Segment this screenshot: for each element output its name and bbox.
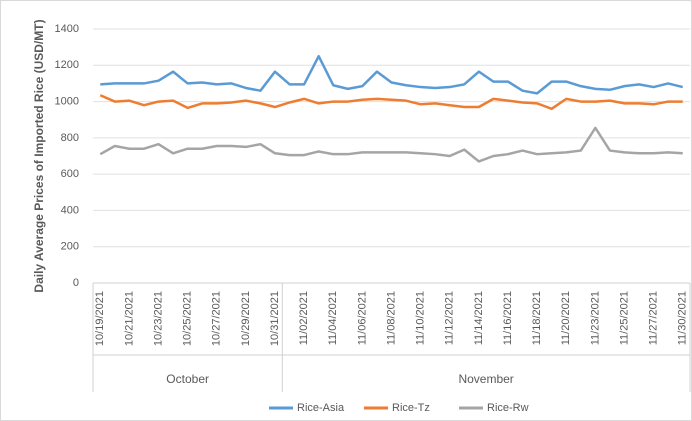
- series-line: [99, 94, 683, 111]
- x-tick-label: 11/23/2021: [589, 291, 601, 345]
- x-tick-label: 11/10/2021: [415, 291, 427, 345]
- x-tick-label: 10/23/2021: [152, 291, 164, 346]
- y-tick-label: 1400: [55, 23, 79, 35]
- y-tick-label: 1200: [55, 59, 79, 71]
- x-tick-label: 11/02/2021: [298, 291, 310, 345]
- y-axis-label: Daily Average Prices of Imported Rice (U…: [32, 19, 46, 292]
- x-tick-label: 11/30/2021: [677, 291, 689, 345]
- y-tick-label: 800: [61, 132, 79, 144]
- series-line: [100, 54, 684, 95]
- x-tick-label: 11/16/2021: [502, 291, 514, 345]
- y-tick-label: 200: [61, 241, 79, 253]
- x-tick-label: 11/08/2021: [385, 291, 397, 345]
- x-tick-label: 10/21/2021: [123, 291, 135, 346]
- y-tick-label: 0: [73, 277, 79, 289]
- x-tick-label: 11/20/2021: [560, 291, 572, 345]
- legend-label: Rice-Rw: [487, 402, 529, 414]
- x-tick-label: 11/04/2021: [327, 291, 339, 345]
- group-label: November: [458, 372, 513, 386]
- x-tick-label: 11/27/2021: [648, 291, 660, 345]
- x-tick-label: 10/27/2021: [211, 291, 223, 346]
- y-tick-label: 1000: [55, 95, 79, 107]
- x-tick-label: 11/18/2021: [531, 291, 543, 345]
- x-tick-label: 11/14/2021: [473, 291, 485, 345]
- x-tick-label: 10/29/2021: [240, 291, 252, 346]
- x-tick-label: 10/31/2021: [269, 291, 281, 346]
- x-tick-label: 10/25/2021: [182, 291, 194, 346]
- x-tick-label: 11/06/2021: [356, 291, 368, 345]
- series-line: [99, 126, 683, 163]
- legend-label: Rice-Asia: [297, 402, 345, 414]
- group-label: October: [166, 372, 209, 386]
- x-tick-label: 11/12/2021: [444, 291, 456, 345]
- x-tick-label: 10/19/2021: [94, 291, 106, 346]
- legend-label: Rice-Tz: [392, 402, 430, 414]
- y-tick-label: 400: [61, 204, 79, 216]
- y-tick-label: 600: [61, 168, 79, 180]
- x-tick-label: 11/25/2021: [618, 291, 630, 345]
